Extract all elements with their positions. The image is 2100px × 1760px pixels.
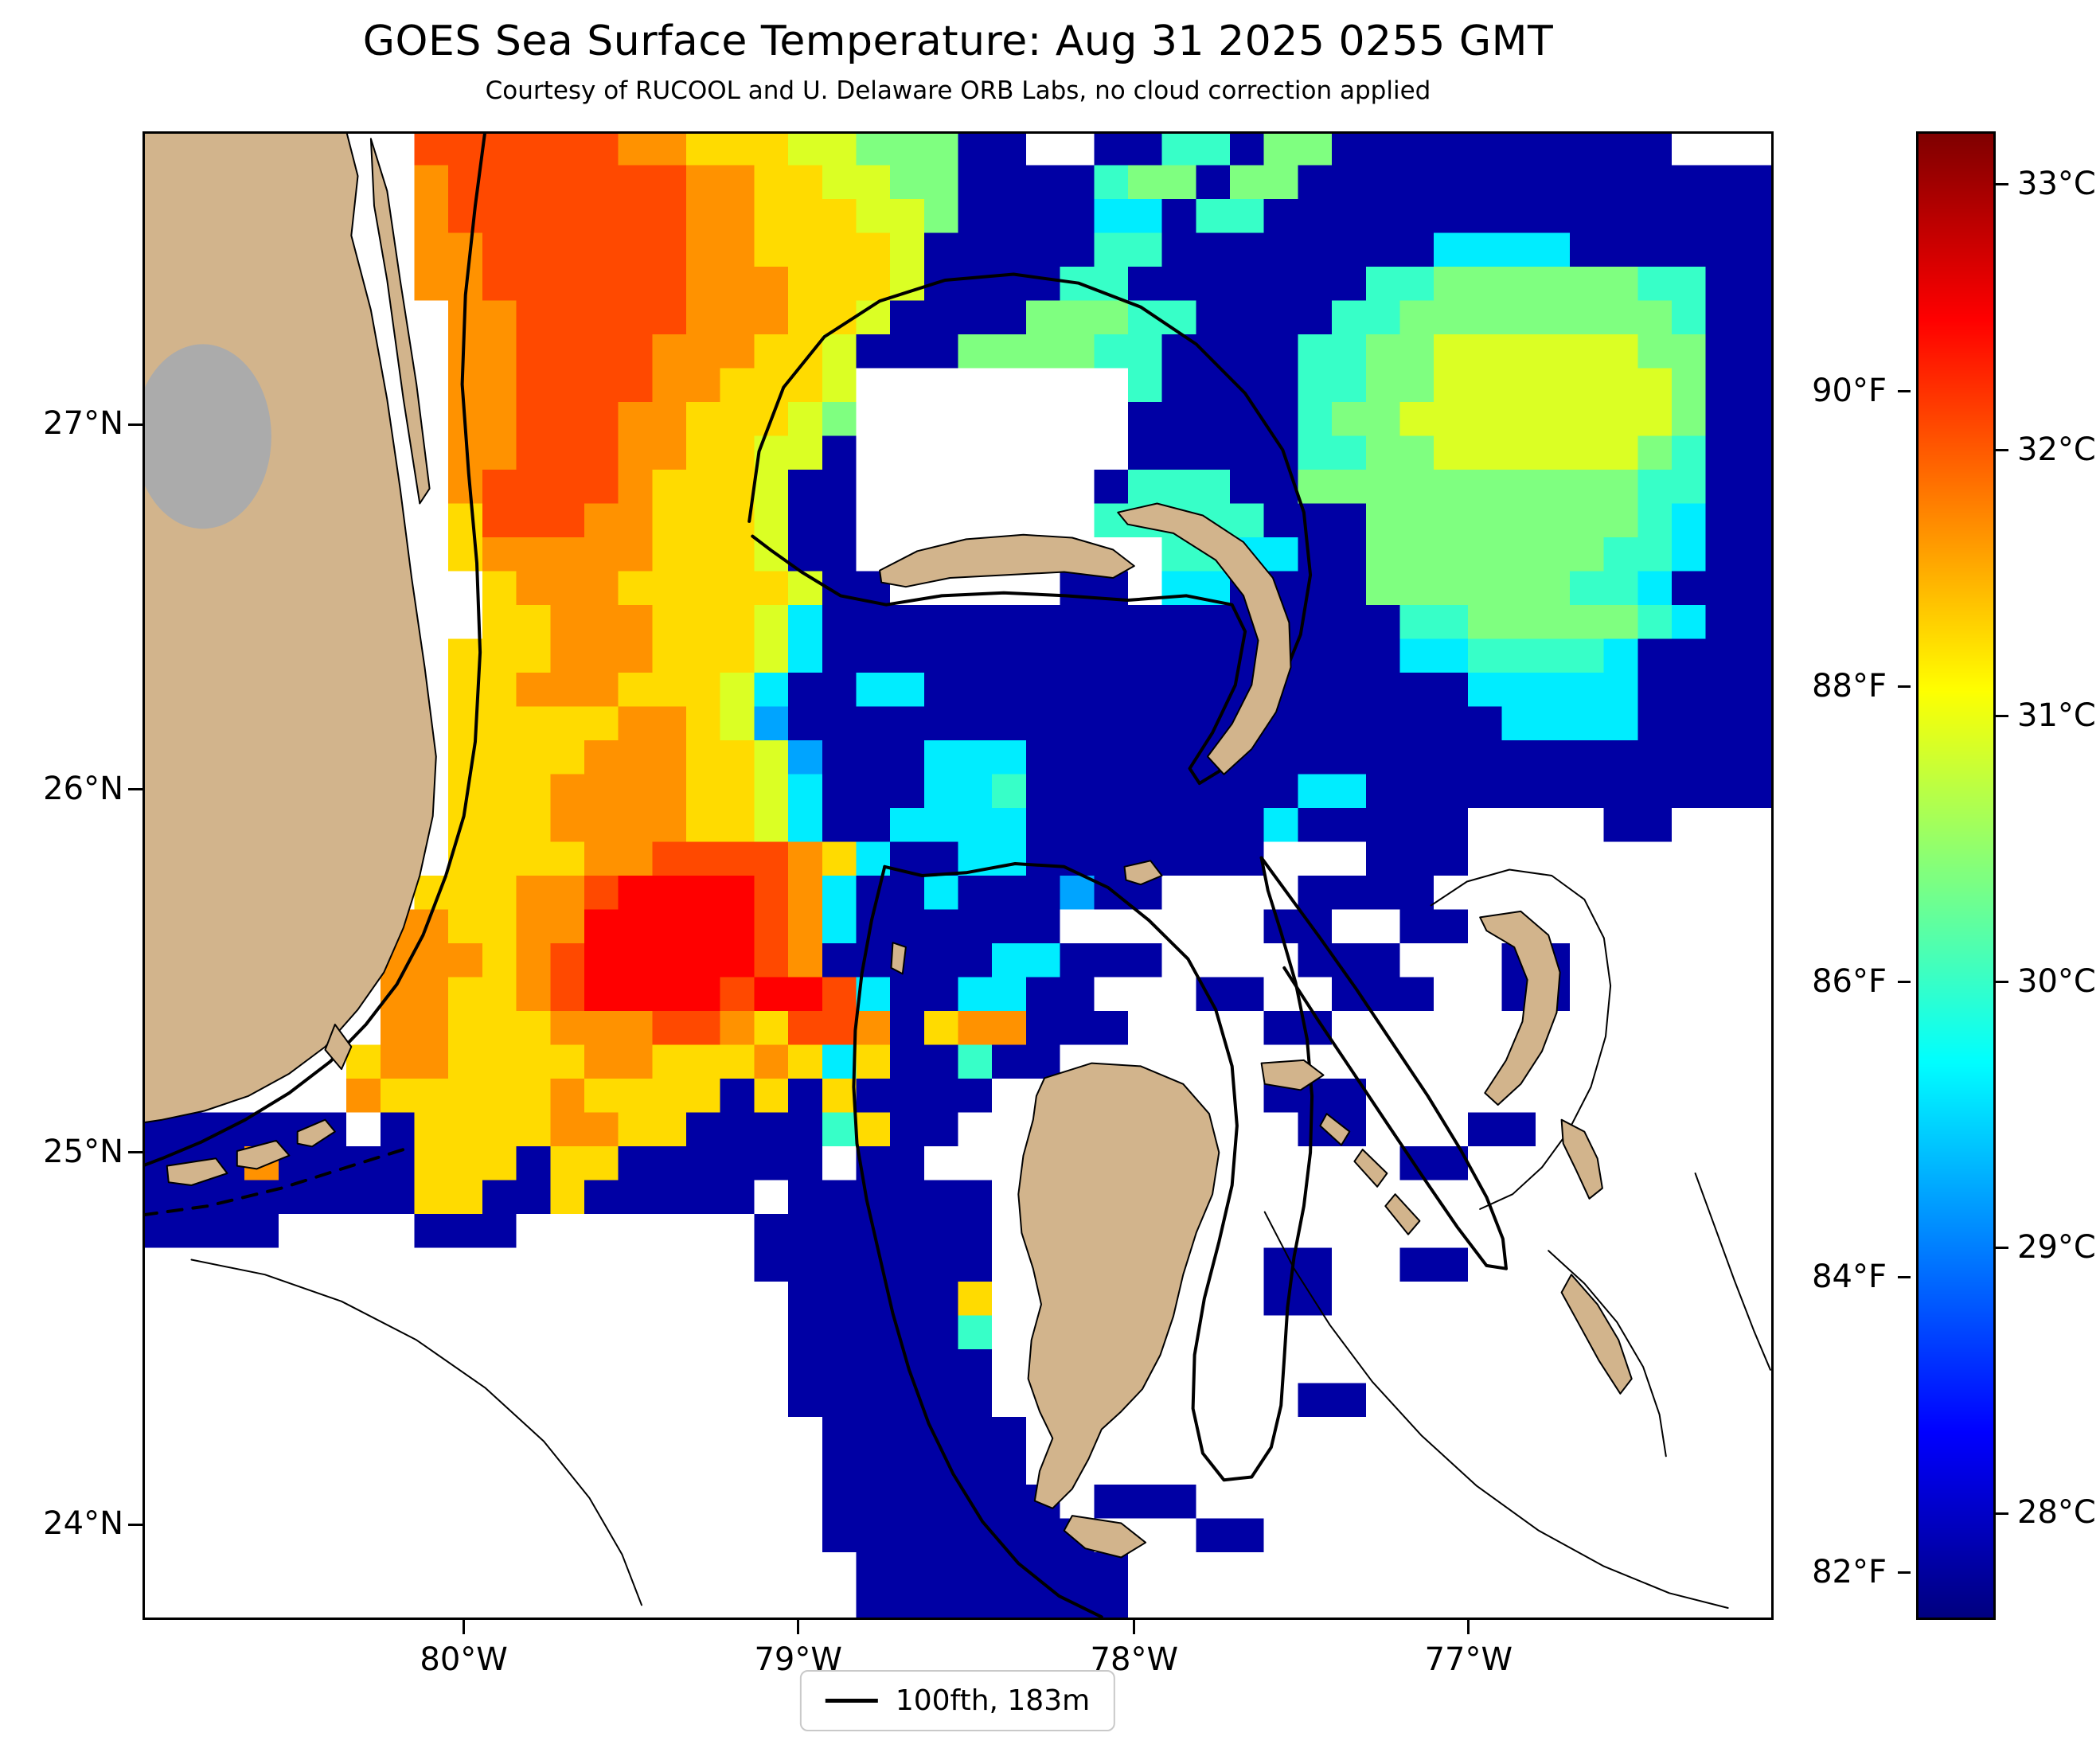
colorbar-f-tick-label: 88°F [1812, 667, 1887, 704]
y-tick-label: 24°N [43, 1505, 123, 1543]
colorbar-c-tick-mark [1996, 715, 2008, 718]
land-cat-island [1560, 1118, 1603, 1200]
colorbar-f-tick-mark [1898, 1276, 1911, 1279]
land-berry-islands [1123, 860, 1163, 886]
contour-florida-offshore-100fth [142, 131, 487, 1168]
land-florida-barrier-island [369, 138, 431, 505]
x-tick-mark [797, 1620, 800, 1634]
colorbar-gradient-canvas [1916, 131, 1996, 1620]
x-tick-label: 77°W [1424, 1641, 1513, 1678]
land-abaco [1117, 502, 1292, 775]
y-tick-mark [128, 1523, 142, 1526]
contour-long-island-bank [1548, 1250, 1667, 1458]
land-and-contours-svg [142, 131, 1771, 1619]
y-tick-mark [128, 788, 142, 791]
contour-eleuthera-bank [1430, 868, 1612, 1210]
lake-okeechobee [142, 344, 271, 529]
land-andros [1017, 1062, 1220, 1509]
colorbar-c-tick-label: 28°C [2017, 1494, 2096, 1532]
contour-tongue-of-the-ocean [1147, 856, 1314, 1482]
x-tick-mark [1467, 1620, 1470, 1634]
colorbar-c-tick-mark [1996, 449, 2008, 452]
colorbar-f-tick-label: 82°F [1812, 1553, 1887, 1590]
colorbar [1916, 131, 1996, 1620]
colorbar-c-tick-label: 32°C [2017, 431, 2096, 468]
y-tick-mark [128, 1151, 142, 1154]
legend-line-sample [825, 1699, 878, 1703]
colorbar-f-tick-label: 84°F [1812, 1258, 1887, 1295]
contour-bottom-right-arc [1263, 1211, 1729, 1609]
plot-subtitle: Courtesy of RUCOOL and U. Delaware ORB L… [485, 76, 1431, 105]
colorbar-c-tick-label: 30°C [2017, 962, 2096, 1000]
land-florida-keys-3 [296, 1118, 336, 1148]
land-florida-keys-1 [166, 1157, 228, 1186]
colorbar-f-tick-mark [1898, 981, 1911, 984]
colorbar-c-tick-label: 31°C [2017, 697, 2096, 734]
y-tick-label: 26°N [43, 770, 123, 807]
land-florida-se-islands [324, 1024, 353, 1071]
colorbar-c-tick-label: 29°C [2017, 1228, 2096, 1266]
colorbar-f-tick-mark [1898, 390, 1911, 393]
colorbar-f-tick-mark [1898, 685, 1911, 689]
contour-little-bahama-bank [747, 272, 1313, 786]
y-tick-label: 27°N [43, 405, 123, 443]
contour-bottom-left-arc [190, 1259, 642, 1606]
land-new-providence [1260, 1059, 1325, 1091]
land-bimini [890, 942, 907, 975]
land-long-island [1560, 1274, 1633, 1395]
land-exuma-cay-2 [1353, 1149, 1388, 1188]
contour-far-right-arc [1694, 1173, 1771, 1371]
legend-label: 100fth, 183m [895, 1684, 1091, 1717]
land-andros-south [1063, 1515, 1147, 1559]
land-exuma-cay-3 [1384, 1193, 1421, 1235]
colorbar-c-tick-mark [1996, 183, 2008, 186]
colorbar-c-tick-mark [1996, 1512, 2008, 1515]
contour-keys-dashed-line [142, 1148, 405, 1217]
land-exuma-cay-1 [1319, 1113, 1351, 1146]
x-tick-mark [1133, 1620, 1136, 1634]
land-florida-keys-2 [236, 1139, 291, 1170]
colorbar-f-tick-label: 90°F [1812, 372, 1887, 409]
contour-exuma-sound [1259, 856, 1508, 1270]
colorbar-c-tick-label: 33°C [2017, 165, 2096, 202]
contour-great-bahama-bank-west [852, 864, 1103, 1619]
x-tick-mark [463, 1620, 466, 1634]
colorbar-c-tick-mark [1996, 1247, 2008, 1249]
map-plot [142, 131, 1774, 1620]
legend: 100fth, 183m [799, 1670, 1116, 1731]
y-tick-mark [128, 423, 142, 426]
plot-title: GOES Sea Surface Temperature: Aug 31 202… [362, 18, 1554, 65]
land-eleuthera [1479, 910, 1561, 1106]
contour-great-bahama-bank-north [883, 862, 1151, 923]
y-tick-label: 25°N [43, 1133, 123, 1170]
colorbar-c-tick-mark [1996, 981, 2008, 984]
land-grand-bahama [879, 533, 1135, 588]
colorbar-f-tick-label: 86°F [1812, 962, 1887, 1000]
x-tick-label: 80°W [420, 1641, 508, 1678]
colorbar-f-tick-mark [1898, 1571, 1911, 1575]
